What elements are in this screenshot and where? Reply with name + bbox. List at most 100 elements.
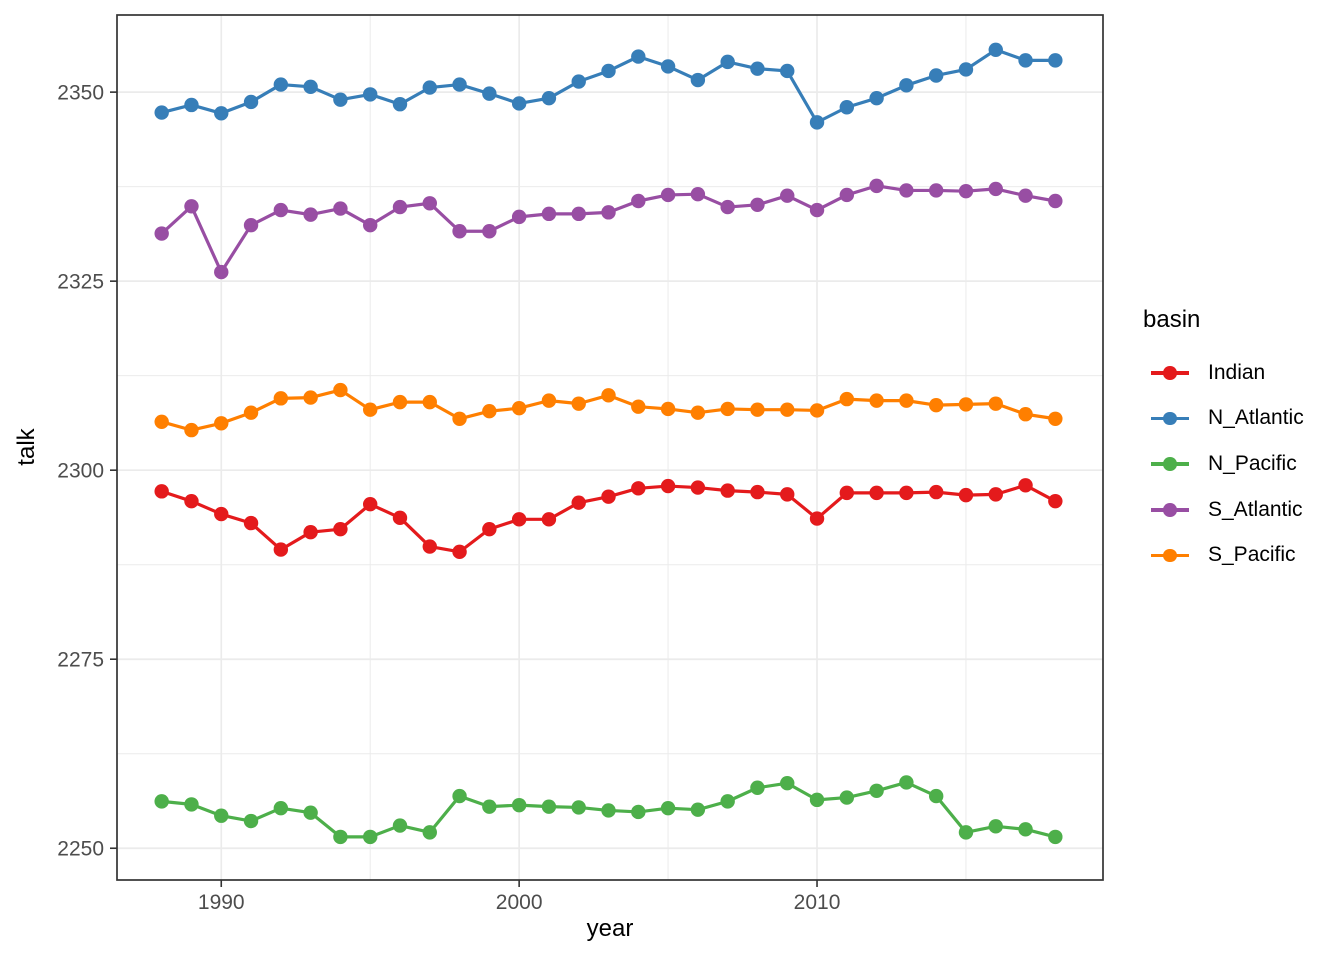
series-S_Atlantic bbox=[154, 178, 1063, 280]
data-point-S_Atlantic bbox=[303, 207, 318, 222]
data-point-Indian bbox=[839, 485, 855, 501]
data-point-S_Atlantic bbox=[958, 183, 974, 199]
data-point-S_Pacific bbox=[392, 394, 408, 410]
data-point-S_Pacific bbox=[869, 393, 884, 408]
data-point-N_Pacific bbox=[482, 799, 497, 814]
legend: Indian N_Atlantic N_Pacific S_Atlantic S_Pac… bbox=[1151, 350, 1304, 578]
legend-key-icon bbox=[1151, 410, 1189, 427]
legend-key-dot bbox=[1163, 366, 1177, 380]
data-point-N_Atlantic bbox=[958, 62, 974, 77]
series-S_Pacific bbox=[154, 382, 1063, 438]
data-point-Indian bbox=[154, 484, 169, 499]
x-tick-label: 1990 bbox=[198, 891, 245, 914]
data-point-S_Atlantic bbox=[1018, 188, 1033, 203]
legend-label: N_Atlantic bbox=[1208, 406, 1304, 430]
data-point-S_Atlantic bbox=[363, 218, 378, 233]
data-point-N_Pacific bbox=[958, 825, 974, 840]
data-point-N_Atlantic bbox=[214, 106, 229, 121]
data-point-N_Atlantic bbox=[452, 77, 467, 92]
data-point-S_Pacific bbox=[214, 416, 229, 431]
data-point-S_Pacific bbox=[511, 400, 527, 416]
legend-item-S_Atlantic: S_Atlantic bbox=[1151, 487, 1304, 533]
data-point-S_Atlantic bbox=[631, 193, 646, 209]
data-point-S_Atlantic bbox=[988, 181, 1003, 197]
data-point-S_Atlantic bbox=[511, 209, 527, 225]
x-tick-label: 2000 bbox=[496, 891, 543, 914]
data-point-S_Atlantic bbox=[482, 224, 497, 239]
data-point-N_Pacific bbox=[809, 792, 825, 808]
data-point-N_Pacific bbox=[243, 813, 259, 829]
series-N_Atlantic bbox=[154, 42, 1063, 130]
data-point-N_Pacific bbox=[303, 805, 318, 820]
legend-label: Indian bbox=[1208, 360, 1266, 384]
data-point-S_Atlantic bbox=[243, 218, 259, 233]
data-point-N_Pacific bbox=[273, 800, 289, 816]
data-point-S_Atlantic bbox=[333, 201, 348, 216]
data-point-S_Pacific bbox=[839, 391, 855, 407]
data-point-N_Atlantic bbox=[571, 74, 586, 89]
data-point-Indian bbox=[958, 487, 974, 503]
data-point-Indian bbox=[601, 489, 616, 504]
legend-item-Indian: Indian bbox=[1151, 350, 1304, 396]
data-point-N_Pacific bbox=[214, 808, 229, 823]
data-point-S_Atlantic bbox=[869, 178, 884, 194]
data-point-S_Atlantic bbox=[750, 197, 765, 212]
data-point-N_Atlantic bbox=[184, 97, 199, 113]
data-point-S_Atlantic bbox=[809, 202, 825, 218]
data-point-Indian bbox=[720, 483, 735, 498]
data-point-N_Pacific bbox=[1018, 822, 1033, 837]
legend-key-dot bbox=[1163, 411, 1177, 426]
data-point-S_Pacific bbox=[1018, 407, 1033, 422]
legend-item-S_Pacific: S_Pacific bbox=[1151, 532, 1304, 578]
data-point-N_Atlantic bbox=[363, 87, 378, 102]
data-point-Indian bbox=[452, 544, 467, 560]
data-point-N_Pacific bbox=[660, 800, 676, 816]
data-point-S_Atlantic bbox=[571, 206, 586, 222]
data-point-Indian bbox=[1048, 493, 1063, 509]
data-point-S_Atlantic bbox=[154, 226, 169, 241]
data-point-S_Atlantic bbox=[541, 206, 557, 222]
data-point-N_Pacific bbox=[571, 800, 586, 815]
data-point-S_Pacific bbox=[363, 402, 378, 417]
data-point-S_Atlantic bbox=[184, 199, 199, 214]
axis-ticks bbox=[110, 91, 818, 887]
data-point-S_Pacific bbox=[482, 404, 497, 419]
data-point-S_Pacific bbox=[601, 388, 616, 403]
y-tick-label: 2250 bbox=[57, 838, 104, 861]
legend-key-icon bbox=[1151, 455, 1189, 472]
data-point-Indian bbox=[1018, 478, 1033, 493]
data-point-N_Pacific bbox=[154, 794, 169, 809]
legend-label: N_Pacific bbox=[1208, 451, 1297, 475]
data-point-S_Pacific bbox=[988, 396, 1003, 411]
data-point-N_Pacific bbox=[839, 790, 855, 805]
data-point-N_Pacific bbox=[1048, 829, 1063, 845]
data-point-S_Pacific bbox=[243, 405, 259, 420]
data-point-S_Atlantic bbox=[780, 188, 795, 203]
data-point-N_Pacific bbox=[690, 802, 706, 817]
data-point-Indian bbox=[660, 478, 676, 494]
data-point-S_Pacific bbox=[660, 401, 676, 417]
data-point-Indian bbox=[780, 487, 795, 502]
data-point-N_Atlantic bbox=[273, 77, 289, 92]
data-point-N_Atlantic bbox=[750, 61, 765, 76]
axis-tick-labels: 1990 2000 2010 2250 2275 2300 2325 2350 bbox=[57, 82, 840, 914]
data-point-S_Atlantic bbox=[214, 264, 229, 280]
data-point-Indian bbox=[422, 539, 437, 554]
panel-border bbox=[116, 14, 1104, 881]
legend-key-dot bbox=[1163, 457, 1177, 471]
data-point-Indian bbox=[243, 515, 259, 531]
y-tick-label: 2350 bbox=[57, 82, 104, 105]
legend-key-icon bbox=[1151, 501, 1189, 518]
data-point-N_Atlantic bbox=[660, 59, 676, 74]
data-point-S_Pacific bbox=[184, 422, 199, 438]
legend-key-icon bbox=[1151, 364, 1189, 381]
data-point-N_Atlantic bbox=[1048, 53, 1063, 68]
data-point-N_Pacific bbox=[184, 797, 199, 812]
data-point-S_Pacific bbox=[899, 393, 914, 408]
data-point-S_Pacific bbox=[571, 396, 586, 411]
data-point-Indian bbox=[511, 512, 527, 527]
data-point-S_Pacific bbox=[750, 402, 765, 417]
data-point-S_Pacific bbox=[958, 397, 974, 412]
